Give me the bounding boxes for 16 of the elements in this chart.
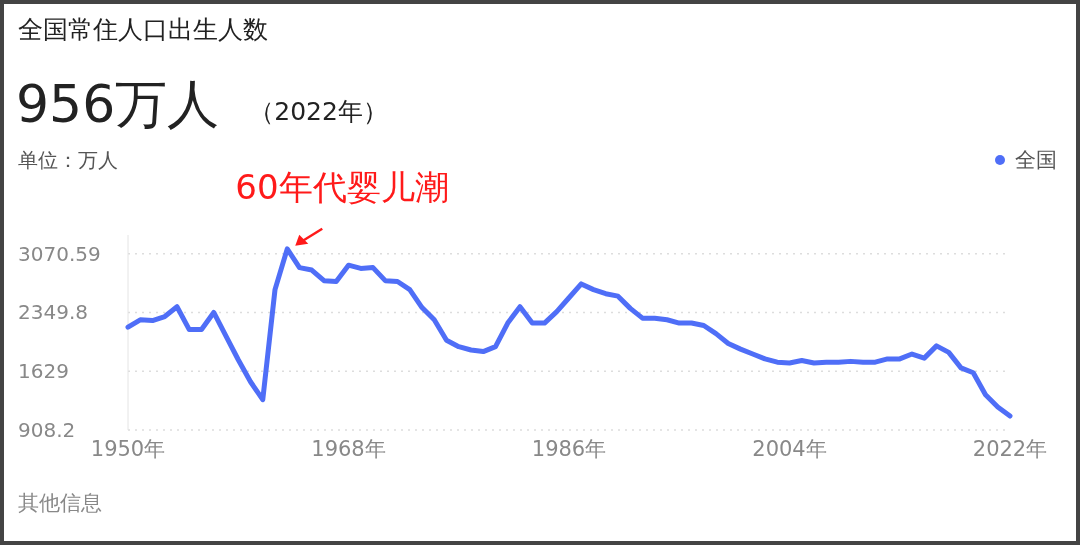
y-tick-label: 3070.59	[18, 241, 101, 266]
y-tick-label: 2349.8	[18, 300, 88, 325]
y-tick-label: 1629	[18, 359, 69, 384]
x-tick-label: 1968年	[311, 437, 386, 461]
text: （2022年）	[249, 97, 388, 126]
text: 其他信息	[18, 491, 102, 515]
annotation: 60年代婴儿潮	[235, 166, 449, 207]
y-axis-title: 单位：万人	[18, 148, 118, 172]
x-tick-label: 2022年	[972, 437, 1048, 461]
x-tick-label: 2004年	[752, 437, 827, 461]
x-tick-label: 1950年	[90, 437, 166, 461]
chart-subtitle: 956万人	[16, 74, 220, 134]
x-tick-label: 1986年	[531, 437, 607, 461]
y-tick-label: 908.2	[18, 418, 76, 442]
legend-label: 全国	[1015, 148, 1057, 172]
chart-title: 全国常住人口出生人数	[18, 15, 268, 44]
